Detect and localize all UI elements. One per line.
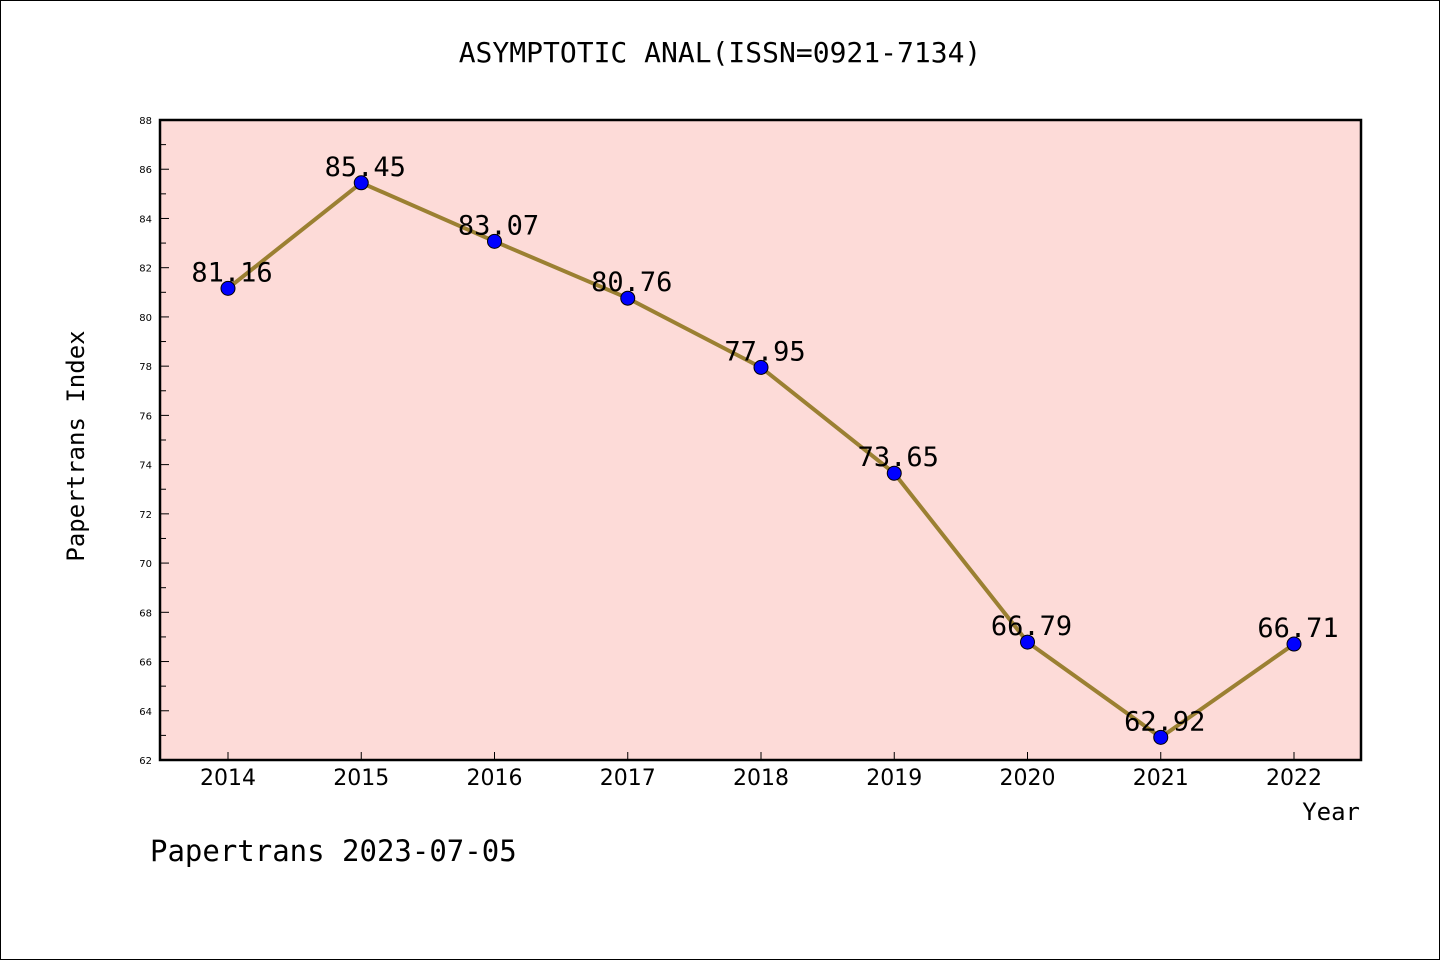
plot-area (160, 120, 1361, 760)
data-label: 77.95 (724, 336, 805, 367)
data-point (220, 280, 236, 296)
x-tick-label: 2018 (733, 766, 789, 791)
y-tick-label: 76 (139, 411, 152, 422)
data-label: 62.92 (1124, 706, 1205, 737)
x-tick-label: 2015 (333, 766, 389, 791)
data-point (353, 175, 369, 191)
data-point (1020, 634, 1035, 650)
y-tick-label: 64 (139, 707, 152, 718)
x-axis-label: Year (1302, 798, 1360, 826)
y-tick-label: 80 (139, 313, 152, 324)
x-tick-label: 2014 (200, 766, 256, 791)
data-label: 73.65 (858, 442, 939, 473)
series-markers (220, 175, 1302, 745)
chart-title: ASYMPTOTIC ANAL(ISSN=0921-7134) (458, 36, 982, 69)
x-tick-label: 2016 (467, 766, 523, 791)
data-point (1286, 636, 1302, 652)
x-tick-label: 2019 (866, 766, 922, 791)
x-tick-label: 2020 (1000, 766, 1056, 791)
footer-credit: Papertrans 2023-07-05 (150, 834, 517, 868)
y-tick-label: 62 (139, 756, 152, 767)
y-tick-label: 68 (139, 608, 152, 619)
data-point (886, 465, 902, 481)
data-label: 66.79 (991, 611, 1072, 642)
x-axis: 2014 2015 2016 2017 2018 2019 2020 2021 2022 (200, 752, 1322, 791)
data-point (1153, 729, 1169, 745)
y-tick-label: 66 (139, 658, 152, 669)
x-tick-label: 2022 (1266, 766, 1322, 791)
data-point (487, 233, 502, 249)
y-tick-label: 82 (139, 264, 152, 275)
y-tick-label: 88 (139, 116, 152, 127)
x-tick-label: 2017 (600, 766, 656, 791)
data-label: 66.71 (1257, 613, 1338, 644)
plot-border (158, 118, 1363, 762)
data-labels: 81.16 85.45 83.07 80.76 77.95 73.65 66.79 62.92… (191, 152, 1338, 738)
y-axis-label: Papertrans Index (62, 330, 90, 561)
y-tick-label: 78 (139, 362, 152, 373)
data-point (753, 359, 769, 375)
y-tick-label: 86 (139, 165, 152, 176)
x-tick-label: 2021 (1133, 766, 1189, 791)
data-point (620, 290, 636, 306)
y-tick-label: 74 (139, 461, 152, 472)
y-tick-label: 72 (139, 510, 152, 521)
data-label: 85.45 (325, 152, 406, 183)
data-label: 80.76 (591, 267, 672, 298)
y-tick-label: 84 (139, 214, 152, 225)
data-label: 83.07 (458, 210, 539, 241)
y-tick-label: 70 (139, 559, 152, 570)
data-label: 81.16 (191, 257, 272, 288)
